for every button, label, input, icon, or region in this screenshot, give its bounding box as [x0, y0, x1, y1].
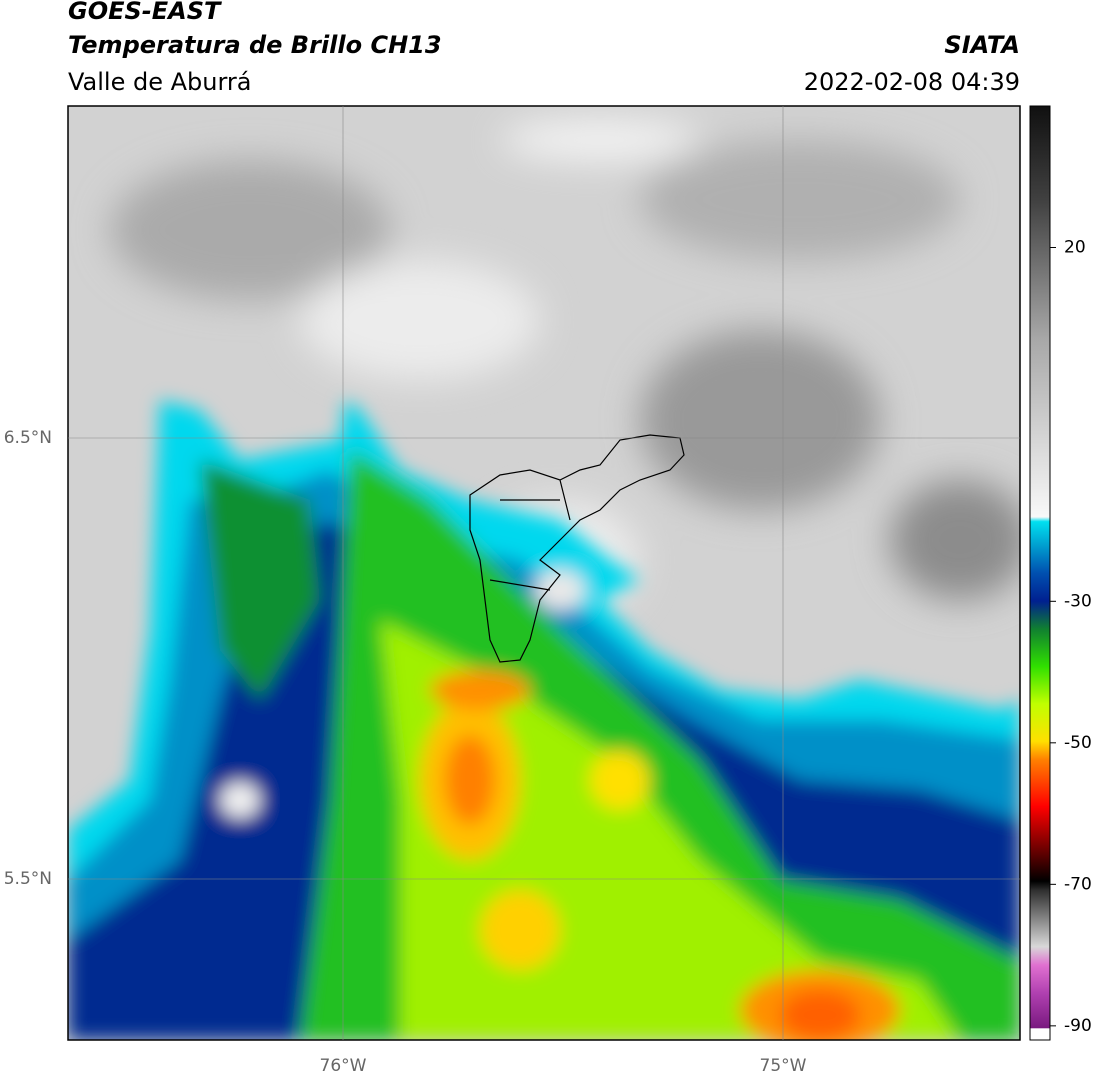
colorbar-tick-label: -50: [1064, 733, 1092, 753]
lon-label: 75°W: [760, 1056, 807, 1076]
colorbar-tick-label: 20: [1064, 238, 1086, 258]
colorbar-tick-label: -90: [1064, 1016, 1092, 1036]
colorbar-tick-label: -30: [1064, 591, 1092, 611]
lat-label: 5.5°N: [4, 869, 52, 889]
datetime: 2022-02-08 04:39: [804, 68, 1020, 96]
colorbar: [1029, 105, 1051, 1041]
lat-label: 6.5°N: [4, 428, 52, 448]
region: Valle de Aburrá: [68, 68, 252, 96]
subtitle: Temperatura de Brillo CH13: [68, 31, 442, 59]
satellite-image: [68, 106, 1020, 1040]
map-frame: [67, 105, 1021, 1041]
lon-label: 76°W: [320, 1056, 367, 1076]
colorbar-tick-label: -70: [1064, 874, 1092, 894]
source: SIATA: [944, 31, 1020, 59]
title: GOES-EAST: [68, 0, 222, 25]
